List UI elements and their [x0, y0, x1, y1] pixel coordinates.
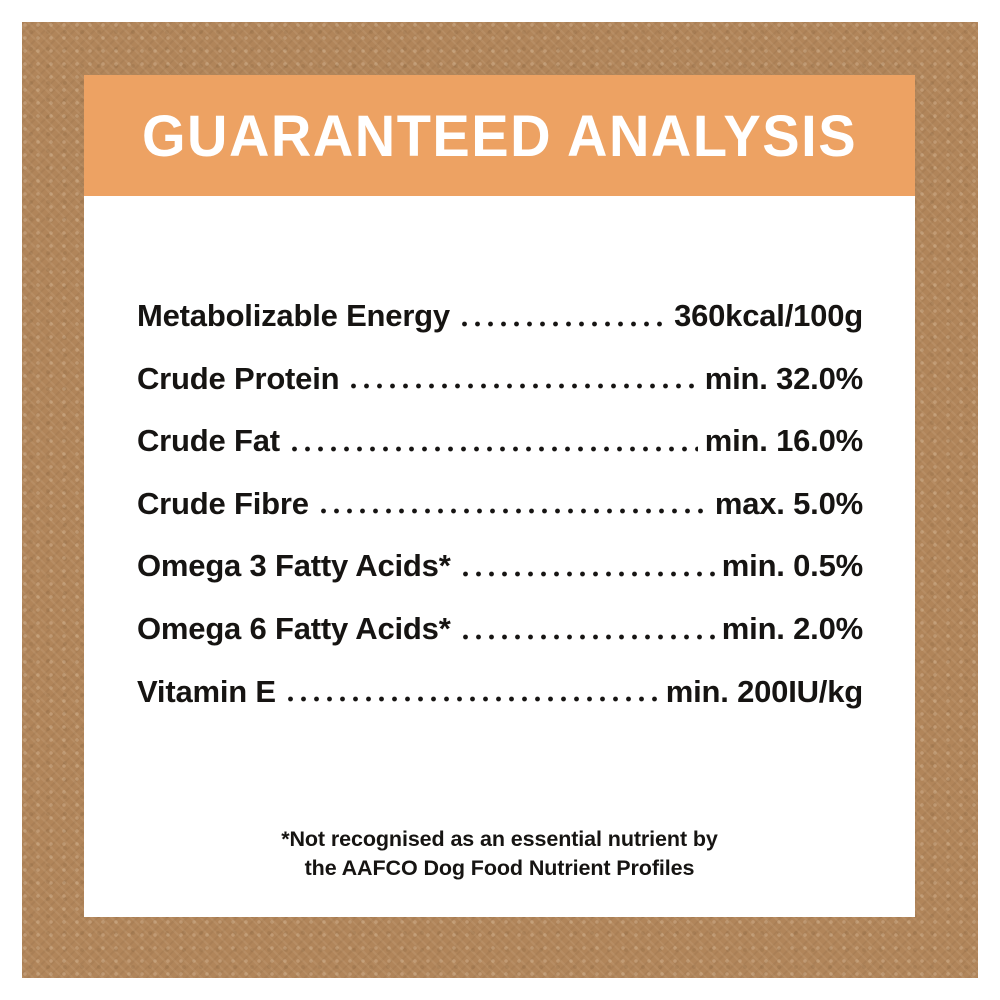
nutrient-label: Crude Fibre	[137, 485, 309, 521]
nutrient-label: Omega 3 Fatty Acids*	[137, 548, 451, 584]
nutrient-rows: Metabolizable Energy 360kcal/100g Crude …	[137, 270, 863, 708]
dotted-leader	[281, 694, 659, 705]
nutrient-row: Metabolizable Energy 360kcal/100g	[137, 270, 863, 333]
nutrient-value: min. 32.0%	[704, 360, 863, 396]
nutrient-label: Crude Fat	[137, 423, 280, 459]
footnote-line-2: the AAFCO Dog Food Nutrient Profiles	[304, 856, 695, 880]
footnote-line-1: *Not recognised as an essential nutrient…	[281, 827, 718, 851]
guaranteed-analysis-panel: GUARANTEED ANALYSIS Metabolizable Energy…	[84, 75, 915, 917]
nutrient-row: Vitamin E min. 200IU/kg	[137, 646, 863, 709]
dotted-leader	[314, 506, 708, 517]
nutrient-row: Crude Fibre max. 5.0%	[137, 458, 863, 521]
nutrient-label: Crude Protein	[137, 360, 340, 396]
footnote: *Not recognised as an essential nutrient…	[84, 825, 915, 883]
nutrient-value: min. 2.0%	[721, 611, 863, 647]
nutrient-value: max. 5.0%	[714, 485, 863, 521]
nutrient-label: Metabolizable Energy	[137, 298, 450, 334]
nutrient-value: min. 200IU/kg	[665, 673, 863, 709]
dotted-leader	[285, 443, 698, 454]
panel-header: GUARANTEED ANALYSIS	[84, 75, 915, 196]
nutrient-row: Omega 3 Fatty Acids* min. 0.5%	[137, 520, 863, 583]
nutrient-value: min. 16.0%	[704, 423, 863, 459]
nutrient-label: Vitamin E	[137, 673, 276, 709]
nutrient-row: Crude Fat min. 16.0%	[137, 395, 863, 458]
nutrient-label: Omega 6 Fatty Acids*	[137, 611, 451, 647]
nutrient-value: 360kcal/100g	[674, 298, 863, 334]
dotted-leader	[455, 318, 668, 329]
dotted-leader	[345, 381, 698, 392]
dotted-leader	[456, 568, 715, 579]
nutrient-row: Omega 6 Fatty Acids* min. 2.0%	[137, 583, 863, 646]
nutrient-value: min. 0.5%	[721, 548, 863, 584]
panel-title: GUARANTEED ANALYSIS	[141, 102, 858, 169]
nutrient-row: Crude Protein min. 32.0%	[137, 333, 863, 396]
dotted-leader	[456, 631, 715, 642]
